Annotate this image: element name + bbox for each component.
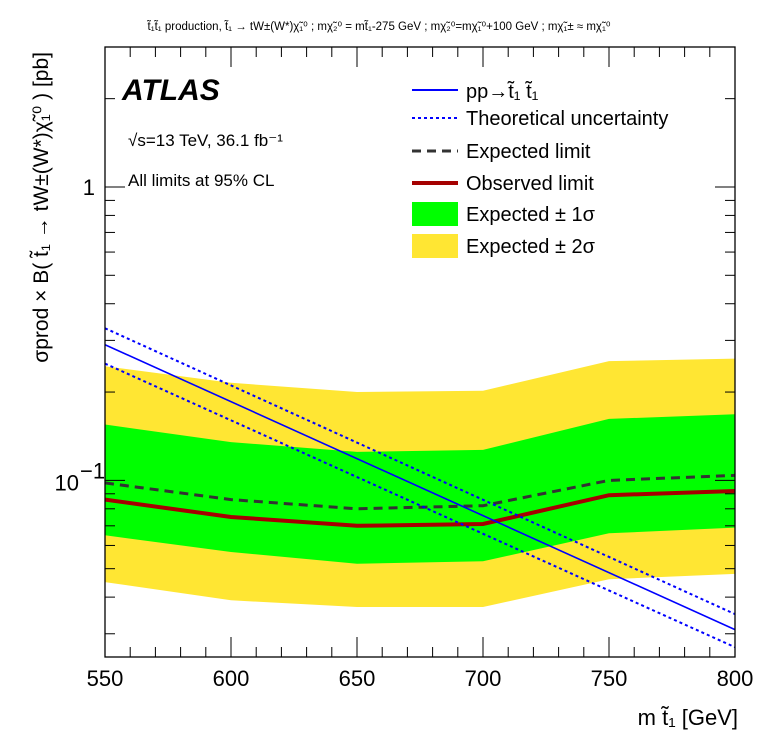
y-axis-title: σprod × B( t̃₁ → tW±(W*)χ̃₁⁰ ) [pb] (30, 52, 53, 363)
bands-layer (105, 358, 735, 607)
plot-frame (104, 46, 736, 658)
atlas-label: ATLAS (121, 74, 220, 107)
axis-ticks (104, 46, 736, 657)
x-tick-label: 550 (87, 666, 124, 691)
legend-label-2sigma: Expected ± 2σ (466, 236, 596, 258)
y-tick-label: 1 (83, 175, 95, 200)
theory-uncertainty-lower (105, 362, 735, 649)
lines-layer (105, 327, 735, 649)
legend-label-uncertainty: Theoretical uncertainty (466, 108, 668, 130)
y-tick-label: 10 (55, 470, 79, 495)
y-tick-label-exponent: −1 (80, 458, 105, 483)
legend: pp→t̃₁ t̃₁ Theoretical uncertainty Expec… (412, 80, 668, 258)
x-tick-label: 700 (465, 666, 502, 691)
x-tick-label: 650 (339, 666, 376, 691)
legend-label-expected: Expected limit (466, 141, 591, 163)
legend-label-theory: pp→t̃₁ t̃₁ (466, 80, 539, 103)
x-axis-title: m t̃₁ [GeV] (638, 705, 738, 730)
x-tick-label: 800 (717, 666, 754, 691)
plot-header: t̃₁t̃₁ production, t̃₁ → tW±(W*)χ̃₁⁰ ; m… (146, 20, 611, 33)
observed-limit-line (105, 489, 735, 528)
legend-swatch-2sigma (412, 234, 458, 258)
x-tick-label: 750 (591, 666, 628, 691)
theory-uncertainty-upper (105, 327, 735, 616)
legend-label-1sigma: Expected ± 1σ (466, 204, 596, 226)
expected-limit-line (105, 473, 735, 511)
energy-lumi-label: √s=13 TeV, 36.1 fb⁻¹ (128, 131, 283, 150)
cl-note: All limits at 95% CL (128, 171, 274, 190)
theory-cross-section-line (105, 343, 735, 631)
band-1sigma (105, 414, 735, 564)
axis-tick-labels: 550 600 650 700 750 800 10 −1 1 (55, 175, 754, 691)
legend-label-observed: Observed limit (466, 173, 594, 195)
x-tick-label: 600 (213, 666, 250, 691)
legend-swatch-1sigma (412, 202, 458, 226)
